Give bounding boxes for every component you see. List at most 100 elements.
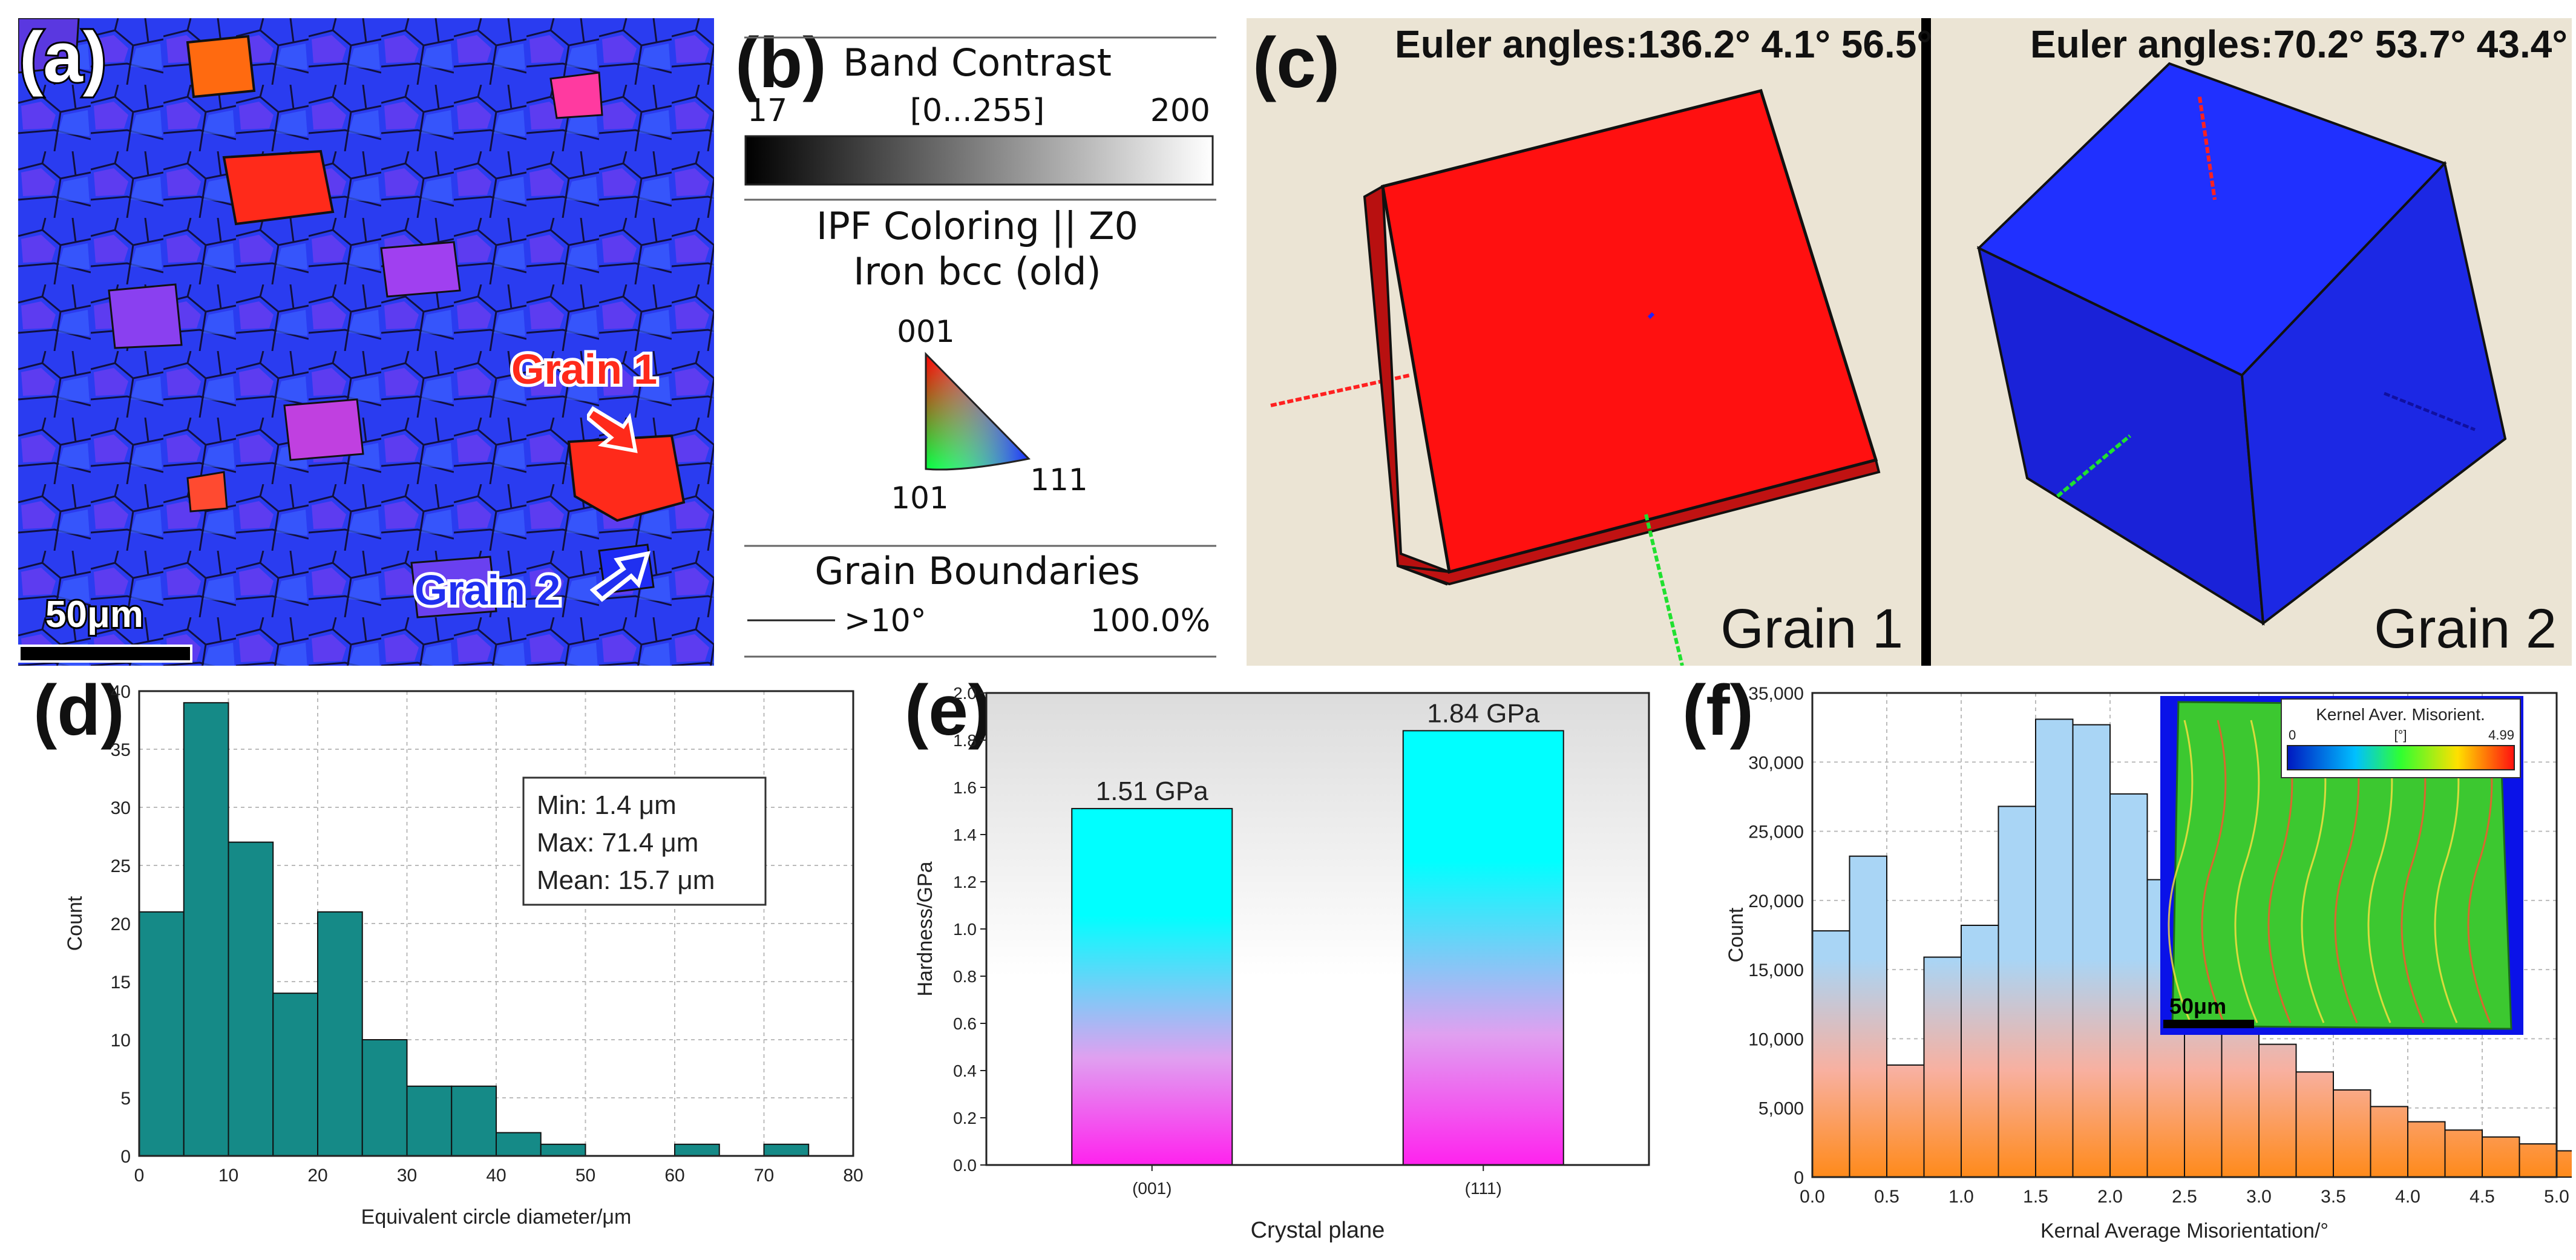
histogram-bar: [317, 911, 363, 1157]
band-range: [0...255]: [910, 93, 1045, 129]
pole-111: 111: [1030, 462, 1087, 497]
kam-bar: [1961, 925, 1999, 1178]
grain-1-cube: [1270, 88, 1881, 666]
band-contrast-colorbar: [744, 135, 1214, 186]
divider-bar: [1921, 18, 1931, 666]
x-tick-label: 10: [218, 1166, 238, 1186]
panel-c: Euler angles:136.2° 4.1° 56.5° Euler ang…: [1247, 18, 2572, 666]
y-tick-label: 35,000: [1748, 684, 1804, 704]
y-tick-label: 20: [111, 914, 131, 934]
stats-line: Max: 71.4 μm: [537, 828, 698, 858]
y-axis-label: Count: [1725, 907, 1748, 962]
panel-f-label: (f): [1682, 671, 1754, 750]
x-tick-label: 4.0: [2395, 1187, 2420, 1207]
pole-101: 101: [891, 481, 948, 516]
scalebar: [18, 645, 192, 663]
y-tick-label: 5: [120, 1089, 131, 1109]
x-tick-label: 40: [486, 1166, 506, 1186]
histogram-bar: [183, 702, 229, 1157]
y-tick-label: 30: [111, 798, 131, 818]
kam-bar: [2072, 724, 2111, 1178]
inset-legend-min: 0: [2289, 727, 2296, 743]
hardness-bar: [1402, 730, 1564, 1166]
kam-bar: [2407, 1121, 2446, 1178]
y-tick-label: 30,000: [1748, 753, 1804, 773]
x-tick-label: 20: [307, 1166, 327, 1186]
plot-frame: [1811, 692, 2558, 1178]
y-tick-label: 1.6: [953, 778, 977, 797]
kam-bar: [1886, 1064, 1925, 1178]
inset-colorbar: [2287, 745, 2515, 770]
ipf-triangle-key: [925, 352, 1031, 471]
kam-bar: [2109, 793, 2148, 1178]
x-axis-label: Crystal plane: [1251, 1218, 1385, 1243]
x-tick-label: 0.5: [1874, 1187, 1899, 1207]
panel-d-label: (d): [33, 671, 125, 750]
plot-frame: [985, 692, 1650, 1166]
inset-legend-title: Kernel Aver. Misorient.: [2316, 705, 2485, 724]
histogram-bar: [451, 1085, 497, 1157]
x-tick-label: 3.5: [2321, 1187, 2346, 1207]
histogram-bar: [496, 1132, 542, 1157]
inset-boundary-line: [2234, 720, 2260, 1023]
inset-legend-unit: [°]: [2394, 727, 2407, 743]
x-tick-label: 80: [843, 1166, 863, 1186]
x-tick-label: (111): [1465, 1179, 1502, 1198]
inset-scalebar: [2163, 1020, 2254, 1028]
x-tick-label: (001): [1132, 1179, 1172, 1198]
x-tick-label: 1.5: [2023, 1187, 2048, 1207]
histogram-bar: [406, 1085, 453, 1157]
band-max: 200: [1150, 93, 1210, 129]
y-tick-label: 15,000: [1748, 960, 1804, 980]
y-tick-label: 0.2: [953, 1109, 977, 1127]
ipf-phase: Iron bcc (old): [853, 249, 1101, 294]
grain-2-arrow: [590, 551, 651, 602]
grain-2-euler: Euler angles:70.2° 53.7° 43.4°: [2030, 22, 2568, 66]
pole-001: 001: [897, 314, 954, 349]
y-tick-label: 20,000: [1748, 891, 1804, 911]
panel-a-label: (a): [18, 18, 108, 97]
x-axis-label: Kernal Average Misorientation/°: [2040, 1219, 2329, 1242]
boundary-percent: 100.0%: [1090, 603, 1210, 639]
band-contrast-title: Band Contrast: [843, 41, 1112, 85]
x-tick-label: 4.5: [2469, 1187, 2495, 1207]
band-min: 17: [747, 93, 787, 129]
histogram-bar: [272, 993, 318, 1157]
y-axis-label: Hardness/GPa: [914, 861, 937, 996]
y-tick-label: 40: [111, 682, 131, 702]
panel-e-label: (e): [905, 671, 992, 750]
ipf-coloring-title: IPF Coloring || Z0: [816, 204, 1138, 249]
y-tick-label: 15: [111, 973, 131, 993]
stats-line: Mean: 15.7 μm: [537, 865, 715, 895]
plot-frame: [138, 690, 854, 1157]
kam-bar: [2035, 718, 2074, 1178]
y-tick-label: 35: [111, 740, 131, 760]
y-tick-label: 1.4: [953, 825, 977, 844]
y-tick-label: 0.4: [953, 1061, 977, 1080]
chart-e-bar: 0.0 0.2 0.4 0.6 0.8 1.0 1.2 1.4 1.6 1.8 2.0 1.51 GP…: [914, 684, 1650, 1243]
grain-1-name: Grain 1: [1720, 598, 1903, 660]
y-tick-label: 0: [120, 1147, 131, 1167]
y-tick-label: 2.0: [953, 684, 977, 703]
kam-bar: [1923, 956, 1962, 1178]
inset-boundary-line: [2201, 720, 2227, 1023]
histogram-bar: [361, 1039, 408, 1157]
grain-1-label: Grain 1: [508, 343, 660, 396]
kam-bar: [1812, 930, 1850, 1178]
bar-value-label: 1.51 GPa: [1096, 776, 1208, 806]
kam-bar: [2258, 1043, 2297, 1178]
stats-box: [522, 776, 767, 906]
kam-bar: [1998, 806, 2036, 1178]
grain-2-name: Grain 2: [2374, 598, 2557, 660]
kam-bar: [2444, 1129, 2483, 1178]
x-tick-label: 1.0: [1948, 1187, 1974, 1207]
kam-bar: [1849, 855, 1887, 1178]
x-tick-label: 3.0: [2246, 1187, 2272, 1207]
chart-d-histogram: 0 10 20 30 40 50 60 70 80 0 5 10 15 20 25 30 35 40 Equival…: [64, 682, 864, 1229]
kam-bar: [2370, 1106, 2408, 1178]
y-tick-label: 25: [111, 856, 131, 876]
kam-bar: [2519, 1143, 2557, 1178]
panel-b-legend: Band Contrast 17 [0...255] 200 IPF Color…: [744, 24, 1216, 666]
x-tick-label: 60: [664, 1166, 684, 1186]
histogram-bar: [674, 1143, 720, 1157]
